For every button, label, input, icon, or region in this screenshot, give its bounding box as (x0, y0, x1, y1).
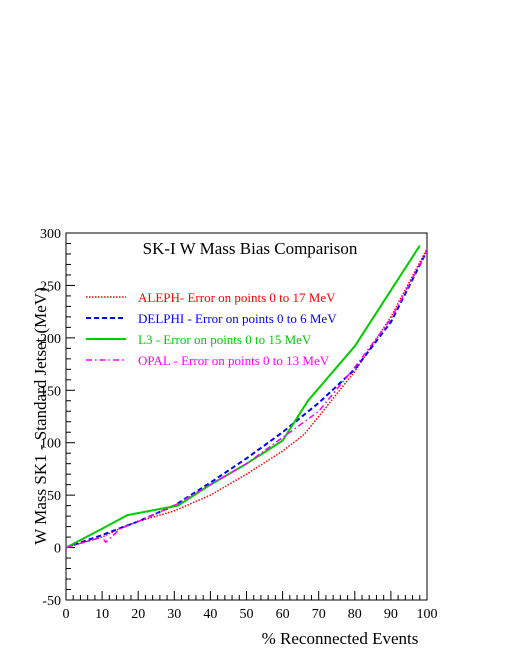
y-tick-label: 0 (54, 542, 61, 557)
y-tick-label: 100 (40, 437, 61, 452)
legend-label: L3 - Error on points 0 to 15 MeV (138, 332, 312, 347)
y-tick-label: 150 (40, 384, 61, 399)
x-tick-label: 60 (276, 607, 290, 622)
x-tick-label: 0 (63, 607, 70, 622)
y-tick-label: 250 (40, 279, 61, 294)
x-tick-label: 90 (384, 607, 398, 622)
tick-labels: 0 10 20 30 40 50 60 70 80 90 100-50050100150200250… (40, 227, 438, 622)
legend-label: DELPHI - Error on points 0 to 6 MeV (138, 311, 337, 326)
legend-label: OPAL - Error on points 0 to 13 MeV (138, 353, 330, 368)
plot-frame (65, 232, 428, 601)
series-line-0 (65, 248, 428, 549)
series-line-3 (65, 250, 428, 549)
x-tick-label: 10 (95, 607, 109, 622)
legend: ALEPH- Error on points 0 to 17 MeV DELPHI… (86, 290, 337, 368)
chart-title: SK-I W Mass Bias Comparison (143, 239, 358, 258)
x-tick-label: 40 (203, 607, 217, 622)
y-axis-label: W Mass SK1 - Standard Jetset (MeV) (31, 287, 50, 544)
x-tick-label: 100 (417, 607, 438, 622)
y-tick-label: 50 (47, 489, 61, 504)
series-line-1 (65, 250, 428, 549)
x-tick-label: 50 (240, 607, 254, 622)
x-tick-label: 80 (348, 607, 362, 622)
x-axis-label: % Reconnected Events (262, 629, 419, 648)
axis-ticks (65, 232, 428, 601)
x-tick-label: 30 (167, 607, 181, 622)
legend-label: ALEPH- Error on points 0 to 17 MeV (138, 290, 336, 305)
y-tick-label: -50 (42, 594, 61, 609)
x-tick-label: 70 (312, 607, 326, 622)
y-tick-label: 300 (40, 227, 61, 242)
series-lines (65, 245, 428, 549)
x-tick-label: 20 (131, 607, 145, 622)
y-tick-label: 200 (40, 332, 61, 347)
